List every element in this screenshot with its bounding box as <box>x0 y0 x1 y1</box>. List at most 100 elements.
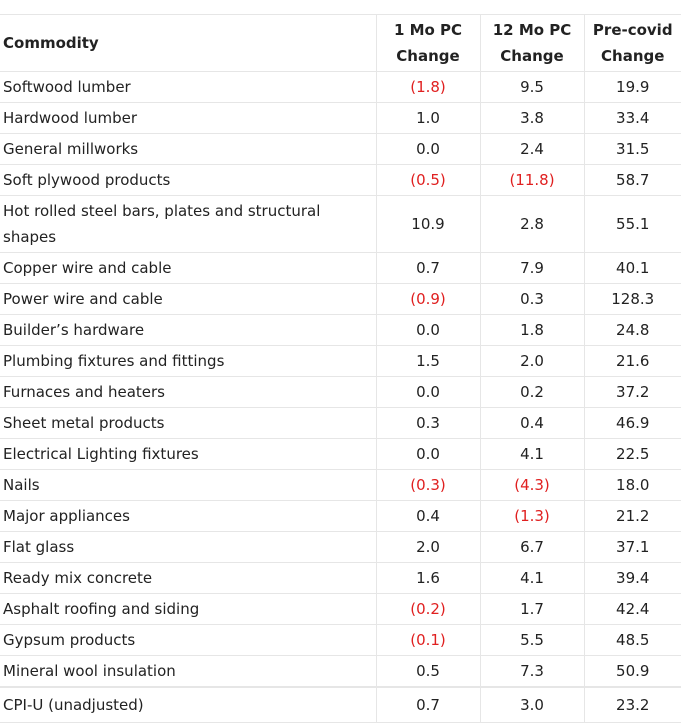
twelve-mo-pc-change: 7.9 <box>479 252 584 284</box>
pre-covid-change: 50.9 <box>583 655 681 688</box>
one-mo-pc-change: 0.3 <box>375 407 480 439</box>
header-row: Commodity 1 Mo PC Change 12 Mo PC Change P… <box>0 14 681 72</box>
one-mo-pc-change: 0.0 <box>375 133 480 165</box>
one-mo-pc-change: (0.5) <box>375 164 480 196</box>
commodity-name: Copper wire and cable <box>0 252 376 284</box>
table-row: Ready mix concrete 1.6 4.1 39.4 <box>0 562 681 594</box>
pre-covid-change: 19.9 <box>583 71 681 103</box>
commodity-name: Hot rolled steel bars, plates and struct… <box>0 195 376 253</box>
header-1mo-pc-change: 1 Mo PC Change <box>375 14 480 72</box>
pre-covid-change: 39.4 <box>583 562 681 594</box>
twelve-mo-pc-change: 3.8 <box>479 102 584 134</box>
table-row: Major appliances 0.4 (1.3) 21.2 <box>0 500 681 532</box>
table-row: Copper wire and cable 0.7 7.9 40.1 <box>0 252 681 284</box>
twelve-mo-pc-change: 6.7 <box>479 531 584 563</box>
one-mo-pc-change: 2.0 <box>375 531 480 563</box>
pre-covid-change: 48.5 <box>583 624 681 656</box>
top-rule <box>0 0 681 15</box>
commodity-price-table: Commodity 1 Mo PC Change 12 Mo PC Change P… <box>0 14 681 723</box>
header-12mo-pc-change: 12 Mo PC Change <box>479 14 584 72</box>
one-mo-pc-change: (1.8) <box>375 71 480 103</box>
pre-covid-change: 42.4 <box>583 593 681 625</box>
twelve-mo-pc-change: 0.2 <box>479 376 584 408</box>
pre-covid-change: 22.5 <box>583 438 681 470</box>
header-precovid-line1: Pre-covid <box>592 20 673 39</box>
commodity-name: Builder’s hardware <box>0 314 376 346</box>
twelve-mo-pc-change: (4.3) <box>479 469 584 501</box>
commodity-name: Sheet metal products <box>0 407 376 439</box>
pre-covid-change: 23.2 <box>583 686 681 723</box>
pre-covid-change: 21.2 <box>583 500 681 532</box>
one-mo-pc-change: (0.3) <box>375 469 480 501</box>
pre-covid-change: 46.9 <box>583 407 681 439</box>
twelve-mo-pc-change: 3.0 <box>479 686 584 723</box>
commodity-name: Soft plywood products <box>0 164 376 196</box>
table-row: Power wire and cable (0.9) 0.3 128.3 <box>0 283 681 315</box>
commodity-name: Asphalt roofing and siding <box>0 593 376 625</box>
table-row: Nails (0.3) (4.3) 18.0 <box>0 469 681 501</box>
commodity-name: Mineral wool insulation <box>0 655 376 688</box>
table-row: Hot rolled steel bars, plates and struct… <box>0 195 681 253</box>
commodity-name: General millworks <box>0 133 376 165</box>
one-mo-pc-change: 1.6 <box>375 562 480 594</box>
one-mo-pc-change: (0.1) <box>375 624 480 656</box>
pre-covid-change: 18.0 <box>583 469 681 501</box>
table-row: Electrical Lighting fixtures 0.0 4.1 22.5 <box>0 438 681 470</box>
commodity-name: Flat glass <box>0 531 376 563</box>
twelve-mo-pc-change: 4.1 <box>479 562 584 594</box>
one-mo-pc-change: 0.5 <box>375 655 480 688</box>
twelve-mo-pc-change: 4.1 <box>479 438 584 470</box>
header-12mo-line2: Change <box>500 46 564 65</box>
one-mo-pc-change: (0.2) <box>375 593 480 625</box>
one-mo-pc-change: 0.0 <box>375 314 480 346</box>
table-row: Softwood lumber (1.8) 9.5 19.9 <box>0 71 681 103</box>
table-row: Plumbing fixtures and fittings 1.5 2.0 21.6 <box>0 345 681 377</box>
twelve-mo-pc-change: 1.7 <box>479 593 584 625</box>
commodity-name: Plumbing fixtures and fittings <box>0 345 376 377</box>
header-commodity: Commodity <box>0 14 376 72</box>
commodity-name: CPI-U (unadjusted) <box>0 686 376 723</box>
table-row: Sheet metal products 0.3 0.4 46.9 <box>0 407 681 439</box>
header-pre-covid-change: Pre-covid Change <box>583 14 681 72</box>
table-row: Hardwood lumber 1.0 3.8 33.4 <box>0 102 681 134</box>
one-mo-pc-change: 0.4 <box>375 500 480 532</box>
commodity-name: Electrical Lighting fixtures <box>0 438 376 470</box>
header-1mo-line1: 1 Mo PC <box>393 20 463 39</box>
pre-covid-change: 31.5 <box>583 133 681 165</box>
header-12mo-line1: 12 Mo PC <box>492 20 572 39</box>
commodity-name: Gypsum products <box>0 624 376 656</box>
pre-covid-change: 37.2 <box>583 376 681 408</box>
twelve-mo-pc-change: 9.5 <box>479 71 584 103</box>
pre-covid-change: 21.6 <box>583 345 681 377</box>
one-mo-pc-change: 10.9 <box>375 195 480 253</box>
commodity-name: Softwood lumber <box>0 71 376 103</box>
pre-covid-change: 128.3 <box>583 283 681 315</box>
twelve-mo-pc-change: 2.8 <box>479 195 584 253</box>
table-row: Flat glass 2.0 6.7 37.1 <box>0 531 681 563</box>
table-body: Softwood lumber (1.8) 9.5 19.9 Hardwood lumb… <box>0 71 681 723</box>
commodity-name: Furnaces and heaters <box>0 376 376 408</box>
table-row: Builder’s hardware 0.0 1.8 24.8 <box>0 314 681 346</box>
pre-covid-change: 33.4 <box>583 102 681 134</box>
one-mo-pc-change: (0.9) <box>375 283 480 315</box>
one-mo-pc-change: 0.0 <box>375 438 480 470</box>
one-mo-pc-change: 0.7 <box>375 252 480 284</box>
one-mo-pc-change: 1.5 <box>375 345 480 377</box>
one-mo-pc-change: 0.0 <box>375 376 480 408</box>
one-mo-pc-change: 0.7 <box>375 686 480 723</box>
table-row: General millworks 0.0 2.4 31.5 <box>0 133 681 165</box>
one-mo-pc-change: 1.0 <box>375 102 480 134</box>
table-row: CPI-U (unadjusted) 0.7 3.0 23.2 <box>0 686 681 723</box>
commodity-name: Hardwood lumber <box>0 102 376 134</box>
header-precovid-line2: Change <box>601 46 665 65</box>
commodity-name: Major appliances <box>0 500 376 532</box>
twelve-mo-pc-change: 1.8 <box>479 314 584 346</box>
twelve-mo-pc-change: 0.4 <box>479 407 584 439</box>
table-row: Gypsum products (0.1) 5.5 48.5 <box>0 624 681 656</box>
commodity-name: Nails <box>0 469 376 501</box>
header-1mo-line2: Change <box>396 46 460 65</box>
pre-covid-change: 40.1 <box>583 252 681 284</box>
twelve-mo-pc-change: 2.4 <box>479 133 584 165</box>
twelve-mo-pc-change: (11.8) <box>479 164 584 196</box>
table-row: Furnaces and heaters 0.0 0.2 37.2 <box>0 376 681 408</box>
